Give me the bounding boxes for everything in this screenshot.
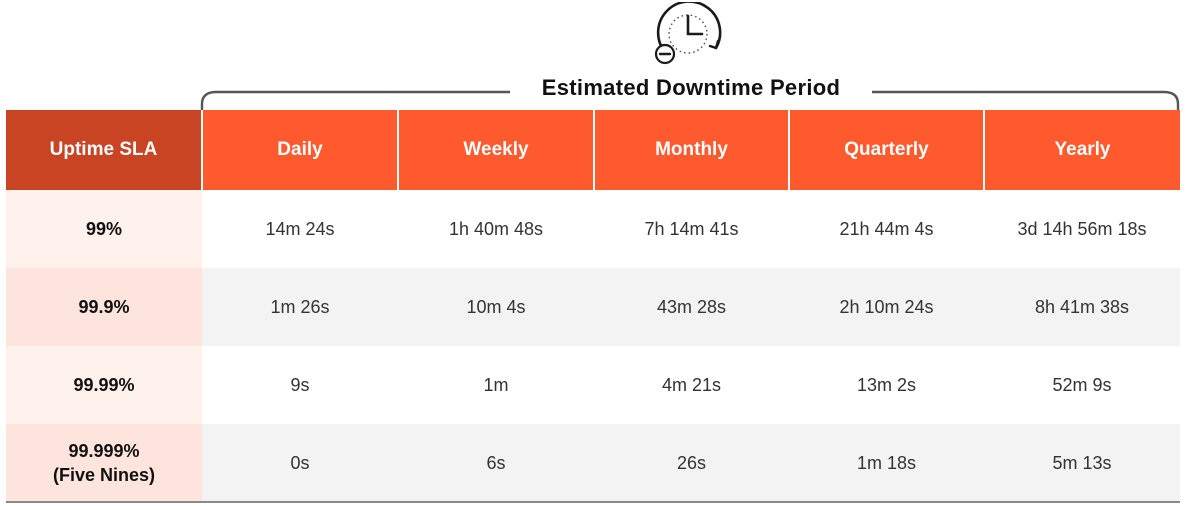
sla-cell: 99% [6,190,202,268]
yearly-cell: 8h 41m 38s [984,268,1180,346]
yearly-cell: 3d 14h 56m 18s [984,190,1180,268]
sla-value: 99.9% [78,297,130,317]
column-header-yearly: Yearly [983,110,1180,190]
monthly-cell: 4m 21s [594,346,789,424]
table-row: 99.999% (Five Nines) 0s 6s 26s 1m 18s 5m… [6,424,1180,502]
weekly-cell: 6s [398,424,594,502]
weekly-cell: 1m [398,346,594,424]
quarterly-cell: 2h 10m 24s [789,268,984,346]
column-header-monthly: Monthly [593,110,789,190]
column-header-quarterly: Quarterly [788,110,984,190]
period-title: Estimated Downtime Period [510,74,872,102]
sla-cell: 99.9% [6,268,202,346]
table-row: 99% 14m 24s 1h 40m 48s 7h 14m 41s 21h 44… [6,190,1180,268]
table-row: 99.99% 9s 1m 4m 21s 13m 2s 52m 9s [6,346,1180,424]
clock-minus-icon [654,2,722,65]
sla-value-note: (Five Nines) [52,465,156,485]
daily-cell: 9s [202,346,398,424]
sla-value: 99% [85,219,123,239]
daily-cell: 14m 24s [202,190,398,268]
table-row: 99.9% 1m 26s 10m 4s 43m 28s 2h 10m 24s 8… [6,268,1180,346]
column-header-daily: Daily [201,110,398,190]
weekly-cell: 10m 4s [398,268,594,346]
monthly-cell: 43m 28s [594,268,789,346]
column-header-weekly: Weekly [397,110,594,190]
sla-value: 99.999% [68,441,140,461]
weekly-cell: 1h 40m 48s [398,190,594,268]
sla-cell: 99.99% [6,346,202,424]
yearly-cell: 52m 9s [984,346,1180,424]
monthly-cell: 26s [594,424,789,502]
yearly-cell: 5m 13s [984,424,1180,502]
daily-cell: 0s [202,424,398,502]
table-header-row: Uptime SLA Daily Weekly Monthly Quarterl… [6,110,1180,190]
monthly-cell: 7h 14m 41s [594,190,789,268]
sla-cell: 99.999% (Five Nines) [6,424,202,502]
table-bottom-rule [6,501,1180,503]
quarterly-cell: 13m 2s [789,346,984,424]
sla-value: 99.99% [73,375,135,395]
daily-cell: 1m 26s [202,268,398,346]
column-header-uptime-sla: Uptime SLA [6,110,202,190]
quarterly-cell: 1m 18s [789,424,984,502]
quarterly-cell: 21h 44m 4s [789,190,984,268]
downtime-table: Uptime SLA Daily Weekly Monthly Quarterl… [6,110,1180,502]
